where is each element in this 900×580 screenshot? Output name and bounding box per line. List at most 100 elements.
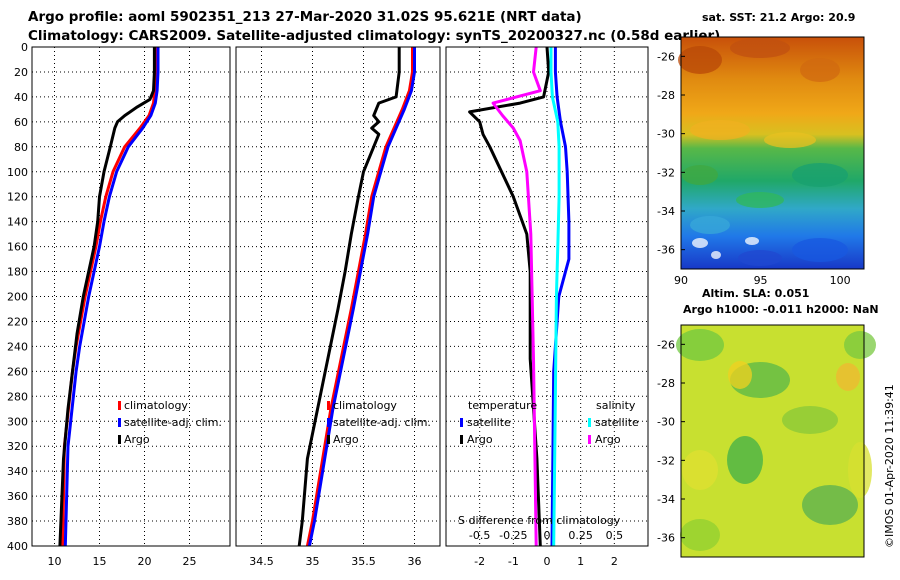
- depth-tick-label: 160: [7, 241, 28, 254]
- depth-tick-label: 140: [7, 216, 28, 229]
- depth-tick-label: 100: [7, 166, 28, 179]
- sla-patch: [802, 485, 858, 525]
- depth-tick-label: 320: [7, 440, 28, 453]
- sla-patch: [728, 361, 752, 389]
- sla-patch: [844, 331, 876, 359]
- sst-patch: [692, 238, 708, 248]
- satellite-adj-clim--line: [63, 47, 160, 547]
- difference-gridlines: [446, 46, 648, 547]
- difference-axis-ticks: -2 -1 0 1 2: [474, 555, 618, 568]
- depth-tick-label: 340: [7, 465, 28, 478]
- latitude-tick-label: -32: [657, 454, 675, 467]
- difference-lines: [468, 46, 571, 547]
- temperature-legend: climatology satellite-adj. clim. Argo: [118, 399, 222, 446]
- x-tick-label: -1: [508, 555, 519, 568]
- salinity-difference-tick-label: -0.25: [499, 529, 527, 542]
- latitude-tick-label: -36: [657, 532, 675, 545]
- depth-tick-label: 200: [7, 291, 28, 304]
- sst-patch: [690, 120, 750, 140]
- legend-argo-label: Argo: [124, 433, 150, 446]
- depth-tick-label: 220: [7, 315, 28, 328]
- legend-climatology-label: climatology: [124, 399, 188, 412]
- temperature-plot-frame: [31, 46, 231, 547]
- depth-tick-label: 380: [7, 515, 28, 528]
- sla-map-frame: [680, 324, 865, 558]
- sla-patch: [680, 519, 720, 551]
- legend-climatology-swatch: [327, 401, 330, 410]
- difference-panel: -2 -1 0 1 2 -0.5 -0.25 0 0.25 0.5 temperature sa…: [445, 46, 649, 568]
- x-tick-label: 34.5: [249, 555, 274, 568]
- salinity-difference-tick-label: -0.5: [469, 529, 490, 542]
- latitude-tick-label: -28: [657, 89, 675, 102]
- latitude-tick-label: -30: [657, 128, 675, 141]
- depth-tick-label: 120: [7, 191, 28, 204]
- sla-texture: [676, 329, 876, 552]
- sla-latitude-ticks: -26 -28 -30 -32 -34 -36: [657, 338, 685, 545]
- sla-patch: [782, 406, 838, 434]
- depth-tick-label: 80: [14, 141, 28, 154]
- depth-tick-label: 0: [21, 41, 28, 54]
- depth-tick-label: 180: [7, 266, 28, 279]
- salinity-panel: 34.5 35 35.5 36 climatology satellite-adj. …: [235, 46, 441, 568]
- latitude-tick-label: -26: [657, 50, 675, 63]
- sst-patch: [678, 46, 722, 74]
- x-tick-label: 0: [544, 555, 551, 568]
- latitude-tick-label: -30: [657, 416, 675, 429]
- sst-map-title: sat. SST: 21.2 Argo: 20.9: [702, 11, 855, 24]
- longitude-tick-label: 95: [754, 274, 768, 287]
- sst-patch: [800, 58, 840, 82]
- temperature-lines: [58, 47, 160, 547]
- x-tick-label: 1: [577, 555, 584, 568]
- x-tick-label: 2: [611, 555, 618, 568]
- latitude-tick-label: -36: [657, 244, 675, 257]
- satellite-adj-clim--line: [307, 47, 416, 547]
- legend-temperature-argo-swatch: [460, 435, 463, 444]
- sla-patch: [836, 363, 860, 391]
- salinity-difference-tick-label: 0.5: [606, 529, 624, 542]
- depth-tick-label: 60: [14, 116, 28, 129]
- x-tick-label: -2: [474, 555, 485, 568]
- sst-texture: [678, 38, 848, 266]
- salinity-axis-ticks: 34.5 35 35.5 36: [249, 555, 421, 568]
- sst-patch: [711, 251, 721, 259]
- temperature-axis-ticks: 10 15 20 25: [48, 555, 197, 568]
- legend-temperature-argo-label: Argo: [467, 433, 493, 446]
- legend-argo-swatch: [118, 435, 121, 444]
- legend-salinity-satellite-label: satellite: [595, 416, 639, 429]
- legend-satellite-swatch: [327, 418, 330, 427]
- salinity-legend: climatology satellite-adj. clim. Argo: [327, 399, 431, 446]
- latitude-tick-label: -28: [657, 377, 675, 390]
- title-line-1: Argo profile: aoml 5902351_213 27-Mar-20…: [28, 9, 582, 25]
- temperature-panel: 0 20 40 60 80 100 120 140 160 180 200 220 240 260 280 3…: [7, 41, 231, 568]
- title-line-2: Climatology: CARS2009. Satellite-adjuste…: [28, 28, 720, 44]
- temperature-argo-line: [468, 46, 551, 547]
- depth-tick-label: 300: [7, 415, 28, 428]
- legend-temperature-header: temperature: [468, 399, 537, 412]
- sla-patch: [682, 450, 718, 490]
- sst-patch: [745, 237, 759, 245]
- depth-tick-label: 240: [7, 340, 28, 353]
- depth-axis-ticks: 0 20 40 60 80 100 120 140 160 180 200 220 240 260 280 3…: [7, 41, 28, 553]
- sst-patch: [738, 250, 782, 266]
- sst-patch: [690, 216, 730, 234]
- legend-salinity-argo-label: Argo: [595, 433, 621, 446]
- x-tick-label: 36: [408, 555, 422, 568]
- latitude-tick-label: -26: [657, 338, 675, 351]
- latitude-tick-label: -32: [657, 166, 675, 179]
- sst-longitude-ticks: 90 95 100: [674, 274, 851, 287]
- legend-temperature-satellite-label: satellite: [467, 416, 511, 429]
- legend-climatology-swatch: [118, 401, 121, 410]
- sla-patch: [766, 528, 814, 552]
- sst-patch: [792, 163, 848, 187]
- sst-map: -26 -28 -30 -32 -34 -36 90 95 100: [657, 36, 865, 287]
- difference-plot-frame: [445, 46, 649, 547]
- depth-tick-label: 260: [7, 365, 28, 378]
- depth-tick-label: 40: [14, 91, 28, 104]
- sst-latitude-ticks: -26 -28 -30 -32 -34 -36: [657, 50, 685, 257]
- x-tick-label: 35.5: [351, 555, 376, 568]
- salinity-gridlines: [236, 46, 440, 547]
- imos-credit: ©IMOS 01-Apr-2020 11:39:41: [883, 384, 896, 548]
- sst-map-frame: [680, 36, 865, 270]
- sst-patch: [764, 132, 816, 148]
